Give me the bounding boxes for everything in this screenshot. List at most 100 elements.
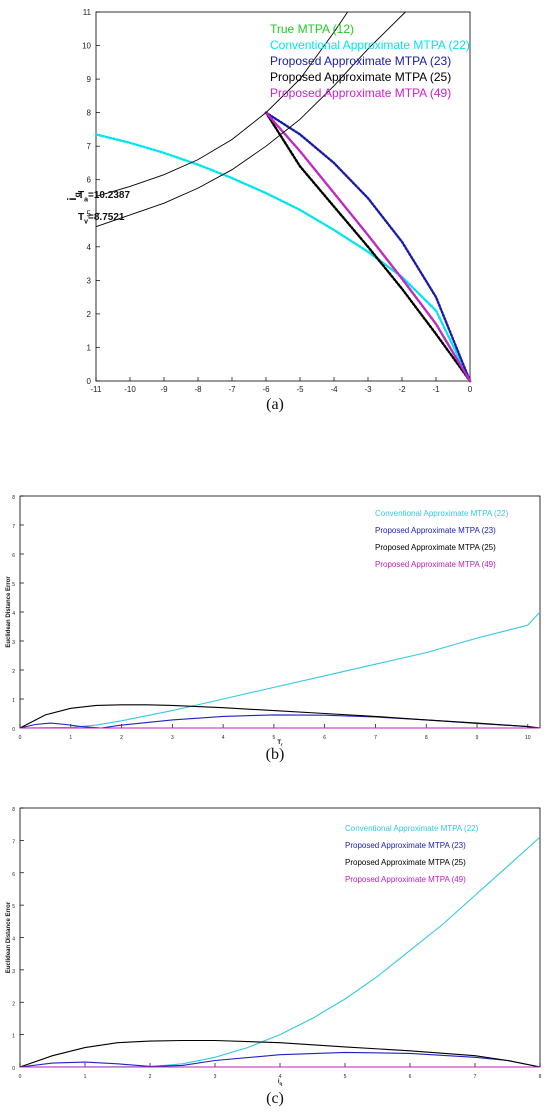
x-tick-label: 4 [222,735,225,741]
series-line-5 [95,11,348,197]
y-tick-label: 10 [82,42,91,51]
y-tick-label: 5 [12,582,15,588]
x-tick-label: -4 [330,385,338,394]
y-tick-label: 2 [87,310,92,319]
y-tick-label: 6 [12,553,15,559]
x-tick-label: 9 [476,735,479,741]
y-tick-label: 1 [87,343,92,352]
x-tick-label: -11 [91,385,103,394]
x-tick-label: 7 [474,1074,477,1080]
x-tick-label: 5 [273,735,276,741]
x-tick-label: -2 [398,385,406,394]
annotation-label: Ta=10.2387 [78,190,130,204]
legend-entry: Proposed Approximate MTPA (25) [270,70,451,84]
x-tick-label: 0 [468,385,473,394]
caption-b: (b) [265,746,285,763]
y-tick-label: 1 [12,1034,15,1040]
x-tick-label: -8 [194,385,202,394]
legend-entry: Proposed Approximate MTPA (23) [375,526,496,535]
plot-frame [19,807,541,1068]
legend-entry: Proposed Approximate MTPA (49) [345,875,466,884]
x-tick-label: -6 [262,385,270,394]
x-tick-label: 10 [525,735,531,741]
y-tick-label: 2 [12,1001,15,1007]
plot-frame [19,495,541,729]
x-tick-label: 0 [19,1074,22,1080]
y-axis-label: Euclidean Distance Error [6,901,12,973]
x-tick-label: 6 [323,735,326,741]
y-tick-label: 4 [12,611,15,617]
legend-entry: Proposed Approximate MTPA (49) [270,86,451,100]
y-tick-label: 7 [12,839,15,845]
x-tick-label: 6 [409,1074,412,1080]
x-tick-label: -7 [228,385,236,394]
legend-entry: Proposed Approximate MTPA (25) [345,858,466,867]
x-tick-label: -10 [124,385,136,394]
x-tick-label: 3 [171,735,174,741]
plot-frame [95,11,471,382]
y-tick-label: 0 [87,377,92,386]
y-tick-label: 8 [87,109,92,118]
y-axis-label: iq [65,192,82,200]
caption-a: (a) [266,396,284,413]
chart-c-svg: 0 1 2 3 4 5 6 7 8 0 1 2 3 4 5 6 7 8 iq Euclidean Distance E… [6,807,542,1086]
y-tick-label: 7 [87,142,92,151]
x-tick-label: -1 [432,385,440,394]
x-tick-label: 2 [120,735,123,741]
y-tick-label: 3 [12,969,15,975]
y-tick-label: 4 [87,243,92,252]
x-tick-label: -5 [296,385,304,394]
series-line-1 [19,1051,541,1068]
y-tick-label: 0 [12,727,15,733]
y-tick-label: 1 [12,698,15,704]
x-tick-label: 3 [214,1074,217,1080]
y-tick-label: 0 [12,1066,15,1072]
legend-entry: Conventional Approximate MTPA (22) [270,38,470,52]
y-tick-label: 9 [87,75,92,84]
chart-panel-c: 0 1 2 3 4 5 6 7 8 0 1 2 3 4 5 6 7 8 iq Euclidean Distance E… [0,790,550,1118]
chart-panel-a: -11 -10 -9 -8 -7 -6 -5 -4 -3 -2 -1 0 0 1 2 3 4 5 6 7 8 9 10 11 i… [0,0,550,420]
series-line-0 [19,611,541,729]
chart-panel-b: 0 1 2 3 4 5 6 7 8 9 10 0 1 2 3 4 5 6 7 8 Tr Euclidean Distanc… [0,440,550,780]
y-tick-label: 5 [87,209,92,218]
y-tick-label: 6 [87,176,92,185]
y-axis-label: Euclidean Distance Error [6,576,12,648]
chart-a-svg: -11 -10 -9 -8 -7 -6 -5 -4 -3 -2 -1 001234567891011i… [65,8,473,417]
legend-entry: Proposed Approximate MTPA (49) [375,560,496,569]
series-line-6 [95,11,406,228]
legend-entry: Proposed Approximate MTPA (25) [375,543,496,552]
annotation-label: Tv=8.7521 [78,212,125,226]
series-line-4 [264,111,472,383]
x-tick-label: 8 [425,735,428,741]
y-tick-label: 7 [12,524,15,530]
series-line-1 [94,133,472,383]
x-tick-label: -3 [364,385,372,394]
legend-entry: Conventional Approximate MTPA (22) [375,509,509,518]
x-tick-label: 1 [84,1074,87,1080]
x-tick-label: 1 [69,735,72,741]
caption-c: (c) [266,1090,284,1107]
legend-entry: Proposed Approximate MTPA (23) [345,841,466,850]
series-line-2 [19,1039,541,1068]
legend-entry: True MTPA (12) [270,22,354,36]
chart-b-svg: 0 1 2 3 4 5 6 7 8 9 10 0 1 2 3 4 5 6 7 8 Tr Euclidean Distanc… [6,495,541,747]
y-tick-label: 4 [12,937,15,943]
x-tick-label: 0 [19,735,22,741]
y-tick-label: 8 [12,495,15,501]
legend-entry: Proposed Approximate MTPA (23) [270,54,451,68]
y-tick-label: 2 [12,669,15,675]
x-tick-label: 2 [149,1074,152,1080]
x-axis-label: Tr [277,740,283,747]
legend-entry: Conventional Approximate MTPA (22) [345,824,479,833]
series-line-0 [19,836,541,1068]
series-line-2 [19,704,541,729]
y-tick-label: 5 [12,904,15,910]
series-line-3 [264,111,472,383]
y-tick-label: 6 [12,872,15,878]
x-axis-label: iq [278,1079,283,1086]
x-tick-label: -9 [160,385,168,394]
x-tick-label: 7 [374,735,377,741]
x-tick-label: 8 [539,1074,542,1080]
y-tick-label: 3 [87,276,92,285]
y-tick-label: 11 [83,8,92,17]
